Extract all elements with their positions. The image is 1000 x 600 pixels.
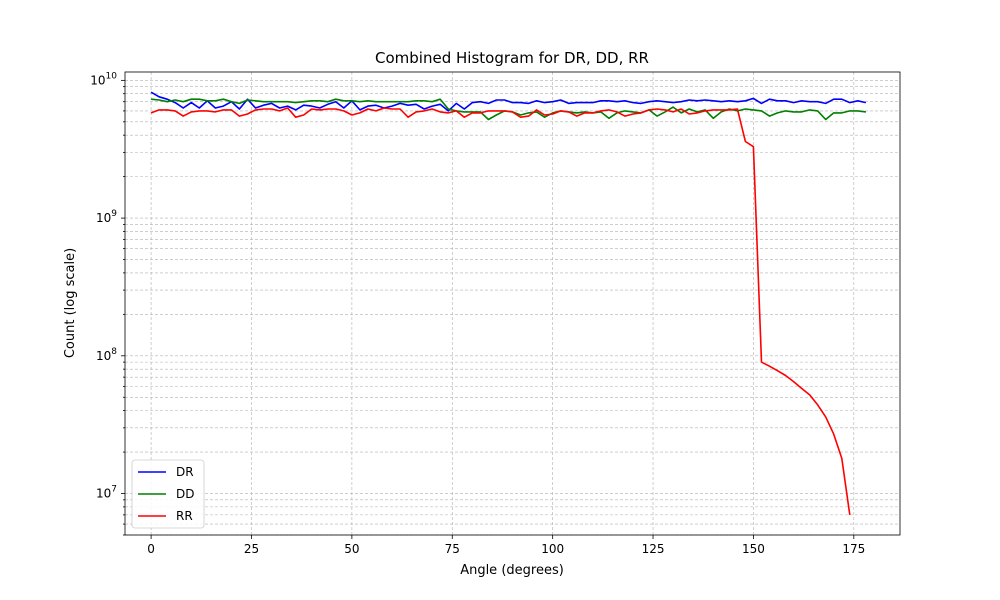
plot-frame: [124, 71, 901, 536]
chart-title: Combined Histogram for DR, DD, RR: [375, 49, 649, 67]
y-tick-label: 1010: [90, 71, 117, 87]
series-line-rr: [150, 107, 851, 516]
y-tick-label: 109: [96, 209, 117, 225]
x-tick-label: 50: [344, 542, 359, 556]
legend-box: [131, 459, 205, 529]
x-tick-label: 175: [842, 542, 865, 556]
x-axis: 0 25 50 75 100 125 150 175: [147, 535, 865, 556]
legend-label-dd: DD: [176, 487, 194, 501]
x-tick-label: 125: [642, 542, 665, 556]
y-tick-label: 108: [96, 347, 117, 363]
y-axis: 107 108 109 1010: [90, 71, 125, 536]
x-axis-label: Angle (degrees): [460, 563, 564, 578]
x-tick-label: 150: [742, 542, 765, 556]
x-tick-label: 0: [147, 542, 155, 556]
x-tick-label: 100: [541, 542, 564, 556]
legend-label-dr: DR: [176, 465, 194, 479]
x-tick-label: 25: [244, 542, 259, 556]
series-layer: [150, 91, 867, 516]
series-line-dr: [150, 91, 867, 112]
y-axis-label: Count (log scale): [63, 248, 78, 358]
legend-label-rr: RR: [176, 509, 193, 523]
x-tick-label: 75: [445, 542, 460, 556]
y-tick-label: 107: [96, 485, 117, 501]
legend: DR DD RR: [131, 459, 205, 529]
